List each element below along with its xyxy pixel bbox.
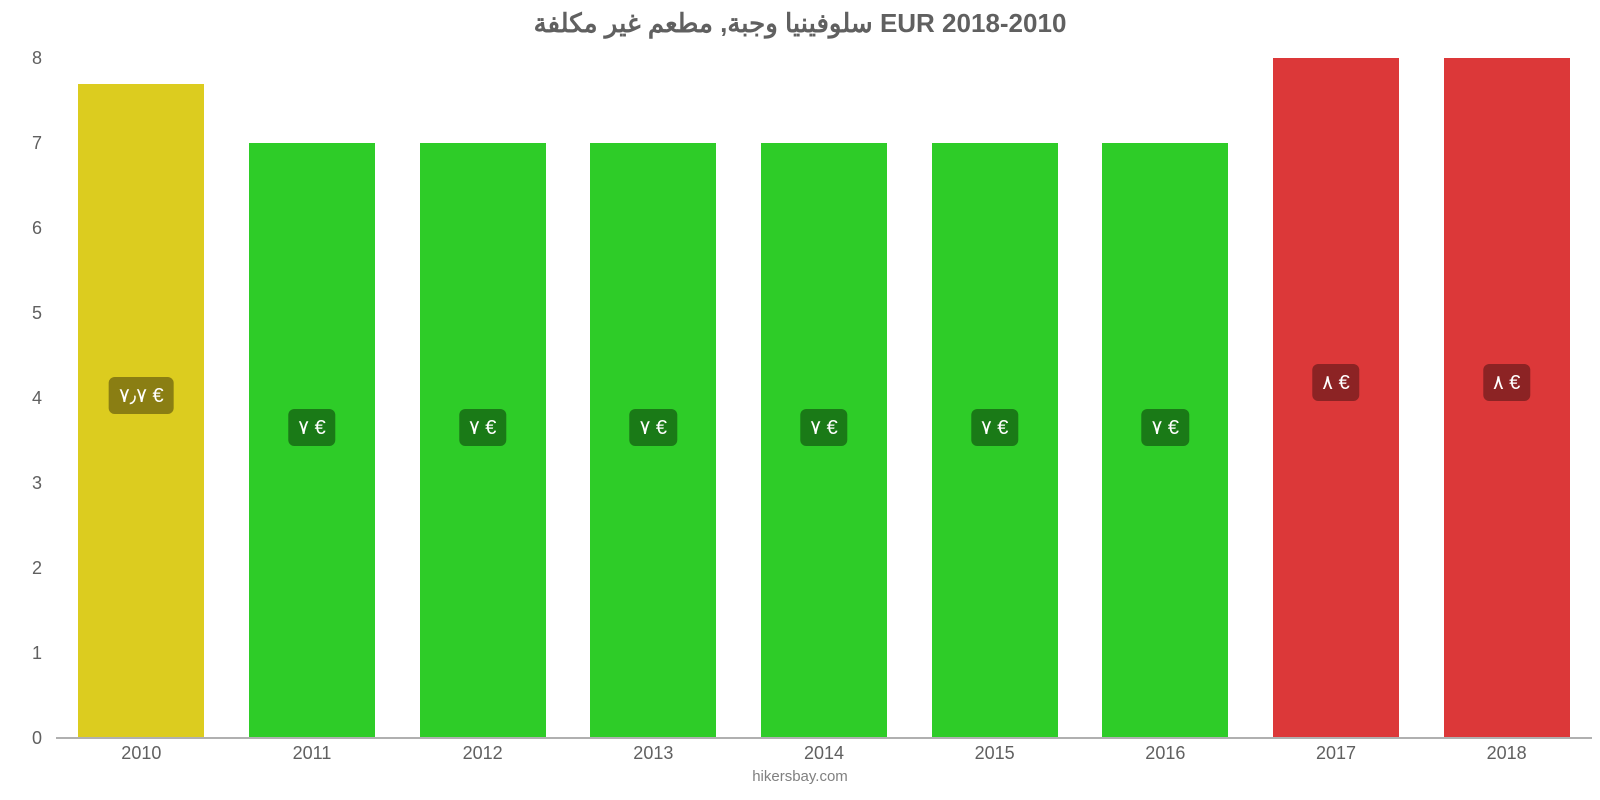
bar: ٧ €: [761, 143, 887, 738]
bar: ٧ €: [420, 143, 546, 738]
y-tick-label: 2: [32, 559, 42, 577]
bar-chart: سلوفينيا وجبة, مطعم غير مكلفة EUR 2018-2…: [0, 0, 1600, 800]
bar-value-badge: ٧ €: [1142, 409, 1189, 446]
bar-value-badge: ٧ €: [971, 409, 1018, 446]
x-tick-label: 2016: [1145, 744, 1185, 762]
x-tick-label: 2015: [975, 744, 1015, 762]
bar: ٨ €: [1444, 58, 1570, 738]
y-tick-label: 4: [32, 389, 42, 407]
bar: ٧ €: [1102, 143, 1228, 738]
y-tick-label: 7: [32, 134, 42, 152]
bar-value-badge: ٧ €: [800, 409, 847, 446]
chart-title: سلوفينيا وجبة, مطعم غير مكلفة EUR 2018-2…: [0, 0, 1600, 39]
y-tick-label: 1: [32, 644, 42, 662]
plot-area: 012345678 ٧٫٧ €٧ €٧ €٧ €٧ €٧ €٧ €٨ €٨ € …: [56, 58, 1592, 738]
bars-layer: ٧٫٧ € ٧ € ٧ € ٧ € ٧ € ٧ € ٧ € ٨ € ٨ €: [56, 58, 1592, 738]
bar-value-badge: ٧٫٧ €: [109, 377, 174, 414]
y-tick-label: 6: [32, 219, 42, 237]
x-tick-label: 2017: [1316, 744, 1356, 762]
x-tick-label: 2012: [463, 744, 503, 762]
y-tick-label: 5: [32, 304, 42, 322]
axis-baseline: [56, 737, 1592, 739]
x-tick-label: 2018: [1487, 744, 1527, 762]
bar-value-badge: ٧ €: [288, 409, 335, 446]
y-tick-label: 0: [32, 729, 42, 747]
bar: ٧ €: [932, 143, 1058, 738]
bar-value-badge: ٨ €: [1483, 364, 1530, 401]
bar: ٧٫٧ €: [78, 84, 204, 739]
attribution-text: hikersbay.com: [752, 768, 848, 785]
x-tick-label: 2014: [804, 744, 844, 762]
x-tick-label: 2010: [121, 744, 161, 762]
bar-value-badge: ٧ €: [459, 409, 506, 446]
bar: ٨ €: [1273, 58, 1399, 738]
y-tick-label: 8: [32, 49, 42, 67]
x-tick-label: 2011: [293, 744, 332, 762]
bar-value-badge: ٨ €: [1312, 364, 1359, 401]
y-tick-label: 3: [32, 474, 42, 492]
bar: ٧ €: [590, 143, 716, 738]
x-tick-label: 2013: [633, 744, 673, 762]
bar-value-badge: ٧ €: [630, 409, 677, 446]
bar: ٧ €: [249, 143, 375, 738]
